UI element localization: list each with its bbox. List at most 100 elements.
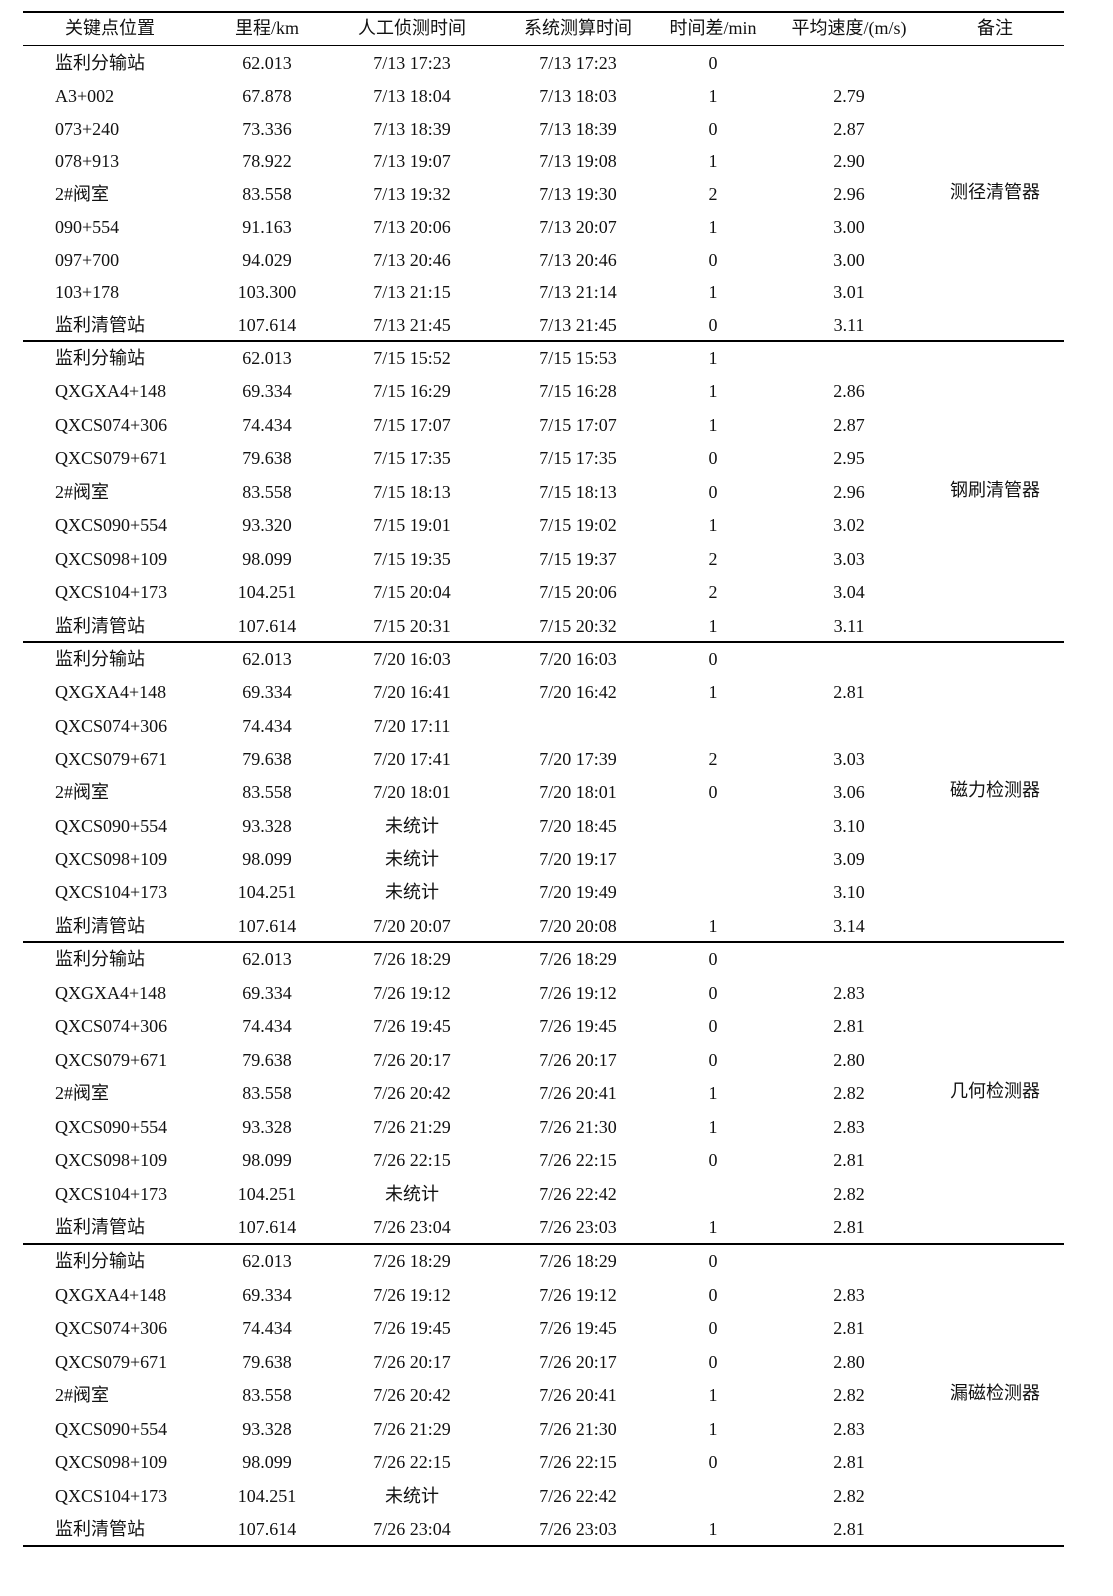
cell-location: QXCS090+554 bbox=[55, 515, 168, 536]
cell-time-diff: 1 bbox=[708, 1519, 718, 1540]
cell-avg-speed: 2.82 bbox=[833, 1083, 865, 1104]
cell-time-diff: 2 bbox=[708, 548, 718, 569]
cell-time-diff: 0 bbox=[708, 1318, 718, 1339]
cell-avg-speed: 2.82 bbox=[833, 1385, 865, 1406]
header-mileage: 里程/km bbox=[234, 18, 300, 38]
cell-avg-speed: 2.96 bbox=[833, 184, 865, 205]
cell-system-time: 7/13 18:03 bbox=[539, 85, 617, 106]
cell-avg-speed: 2.82 bbox=[833, 1183, 865, 1204]
cell-avg-speed: 3.10 bbox=[833, 815, 865, 836]
cell-system-time: 7/26 22:15 bbox=[539, 1452, 617, 1473]
cell-mileage: 74.434 bbox=[242, 715, 292, 736]
cell-location: QXCS104+173 bbox=[55, 1485, 168, 1506]
cell-location: QXCS090+554 bbox=[55, 1116, 168, 1137]
cell-mileage: 74.434 bbox=[242, 1016, 292, 1037]
cell-system-time: 7/15 20:32 bbox=[539, 615, 617, 636]
header-manual-time: 人工侦测时间 bbox=[358, 18, 466, 38]
cell-system-time: 7/15 17:35 bbox=[539, 448, 617, 469]
cell-location: 097+700 bbox=[55, 249, 120, 270]
cell-system-time: 7/26 23:03 bbox=[539, 1519, 617, 1540]
cell-avg-speed: 3.02 bbox=[833, 515, 865, 536]
group-divider bbox=[23, 941, 1064, 943]
cell-manual-time: 未统计 bbox=[385, 815, 439, 836]
cell-time-diff: 0 bbox=[708, 448, 718, 469]
cell-mileage: 73.336 bbox=[242, 118, 292, 139]
cell-mileage: 67.878 bbox=[242, 85, 292, 106]
cell-time-diff: 0 bbox=[708, 1150, 718, 1171]
cell-manual-time: 7/13 19:32 bbox=[373, 184, 451, 205]
cell-mileage: 104.251 bbox=[237, 582, 297, 603]
group-divider bbox=[23, 1243, 1064, 1245]
cell-manual-time: 7/26 20:42 bbox=[373, 1385, 451, 1406]
cell-manual-time: 7/15 19:01 bbox=[373, 515, 451, 536]
cell-avg-speed: 2.81 bbox=[833, 1519, 865, 1540]
cell-location: QXCS074+306 bbox=[55, 715, 168, 736]
header-remark: 备注 bbox=[977, 18, 1013, 38]
cell-system-time: 7/26 21:30 bbox=[539, 1116, 617, 1137]
cell-system-time: 7/26 19:45 bbox=[539, 1318, 617, 1339]
cell-location: QXCS090+554 bbox=[55, 815, 168, 836]
header-rule bbox=[23, 45, 1064, 46]
cell-mileage: 79.638 bbox=[242, 1351, 292, 1372]
cell-location: 监利分输站 bbox=[55, 348, 145, 368]
cell-time-diff: 1 bbox=[708, 615, 718, 636]
cell-manual-time: 7/26 21:29 bbox=[373, 1418, 451, 1439]
cell-location: QXCS074+306 bbox=[55, 1016, 168, 1037]
cell-manual-time: 7/26 20:42 bbox=[373, 1083, 451, 1104]
cell-manual-time: 7/13 20:06 bbox=[373, 216, 451, 237]
cell-manual-time: 7/15 19:35 bbox=[373, 548, 451, 569]
cell-time-diff: 0 bbox=[708, 1351, 718, 1372]
cell-avg-speed: 3.00 bbox=[833, 216, 865, 237]
cell-manual-time: 7/26 19:12 bbox=[373, 982, 451, 1003]
cell-system-time: 7/26 18:29 bbox=[539, 1251, 617, 1271]
cell-system-time: 7/26 22:42 bbox=[539, 1485, 617, 1506]
cell-mileage: 69.334 bbox=[242, 1284, 292, 1305]
cell-manual-time: 7/20 16:41 bbox=[373, 682, 451, 703]
cell-manual-time: 7/15 20:04 bbox=[373, 582, 451, 603]
cell-time-diff: 0 bbox=[708, 118, 718, 139]
cell-manual-time: 7/26 21:29 bbox=[373, 1116, 451, 1137]
header-time-diff: 时间差/min bbox=[669, 18, 757, 38]
cell-manual-time: 7/26 22:15 bbox=[373, 1452, 451, 1473]
cell-system-time: 7/20 18:45 bbox=[539, 815, 617, 836]
cell-mileage: 107.614 bbox=[237, 1519, 297, 1540]
cell-mileage: 74.434 bbox=[242, 1318, 292, 1339]
cell-avg-speed: 2.83 bbox=[833, 1116, 865, 1137]
cell-system-time: 7/20 19:49 bbox=[539, 882, 617, 903]
top-rule bbox=[23, 11, 1064, 13]
cell-location: 监利清管站 bbox=[55, 315, 145, 336]
cell-avg-speed: 3.11 bbox=[833, 315, 865, 336]
cell-location: 监利分输站 bbox=[55, 53, 145, 73]
cell-location: 078+913 bbox=[55, 151, 120, 172]
cell-time-diff: 1 bbox=[708, 1385, 718, 1406]
cell-avg-speed: 2.83 bbox=[833, 1284, 865, 1305]
cell-system-time: 7/13 21:45 bbox=[539, 315, 617, 336]
cell-manual-time: 7/13 18:39 bbox=[373, 118, 451, 139]
group-divider bbox=[23, 641, 1064, 643]
cell-avg-speed: 3.14 bbox=[833, 915, 865, 936]
cell-location: QXCS104+173 bbox=[55, 882, 168, 903]
cell-manual-time: 7/26 23:04 bbox=[373, 1519, 451, 1540]
cell-time-diff: 1 bbox=[708, 414, 718, 435]
cell-system-time: 7/15 19:02 bbox=[539, 515, 617, 536]
cell-mileage: 83.558 bbox=[242, 481, 292, 502]
cell-manual-time: 7/15 17:35 bbox=[373, 448, 451, 469]
cell-avg-speed: 2.81 bbox=[833, 1016, 865, 1037]
cell-mileage: 103.300 bbox=[237, 282, 297, 303]
cell-avg-speed: 2.90 bbox=[833, 151, 865, 172]
cell-manual-time: 7/15 18:13 bbox=[373, 481, 451, 502]
cell-mileage: 107.614 bbox=[237, 615, 297, 636]
cell-location: QXCS074+306 bbox=[55, 1318, 168, 1339]
cell-manual-time: 7/20 16:03 bbox=[373, 649, 451, 669]
cell-location: QXGXA4+148 bbox=[55, 381, 167, 402]
cell-manual-time: 7/26 22:15 bbox=[373, 1150, 451, 1171]
cell-mileage: 104.251 bbox=[237, 1485, 297, 1506]
cell-location: QXGXA4+148 bbox=[55, 682, 167, 703]
cell-mileage: 93.328 bbox=[242, 815, 292, 836]
cell-avg-speed: 2.86 bbox=[833, 381, 865, 402]
cell-manual-time: 未统计 bbox=[385, 849, 439, 869]
cell-manual-time: 7/15 17:07 bbox=[373, 414, 451, 435]
cell-manual-time: 7/26 19:45 bbox=[373, 1318, 451, 1339]
cell-location: QXCS098+109 bbox=[55, 1150, 168, 1171]
cell-mileage: 93.328 bbox=[242, 1116, 292, 1137]
